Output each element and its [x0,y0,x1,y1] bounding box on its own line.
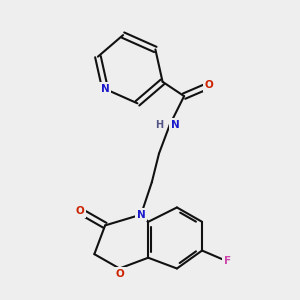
Text: F: F [224,256,231,266]
Text: N: N [171,120,179,130]
Text: H: H [155,120,163,130]
Text: N: N [101,84,110,94]
Text: N: N [136,210,146,220]
Text: O: O [76,206,84,216]
Text: O: O [115,269,124,279]
Text: O: O [205,80,214,90]
